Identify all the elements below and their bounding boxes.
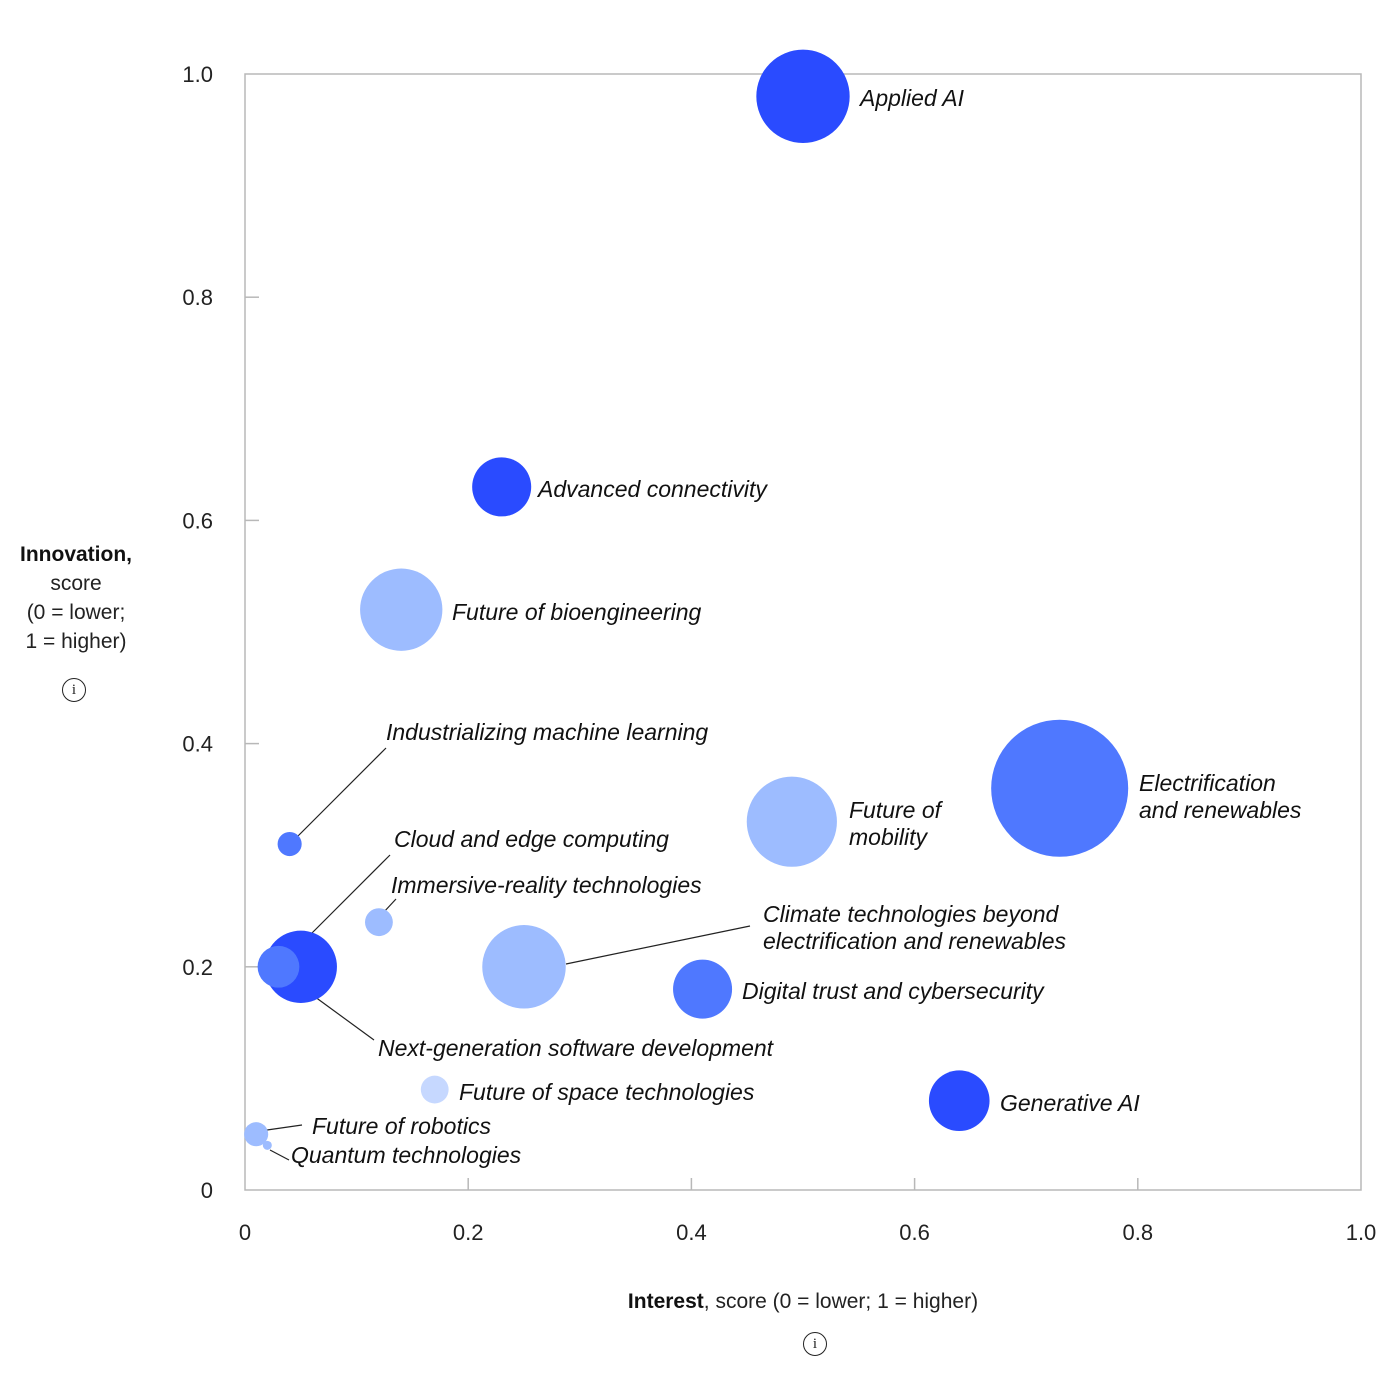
bubble-future-of-mobility[interactable]	[746, 776, 837, 867]
bubble-advanced-connectivity[interactable]	[472, 457, 532, 517]
bubble-labels: Applied AI Advanced connectivity Future of…	[291, 85, 1302, 1168]
bubble-label-line: Climate technologies beyond	[763, 901, 1060, 927]
bubble-label-generative-ai: Generative AI	[1000, 1090, 1140, 1116]
bubble-digital-trust-and-cybersecurity[interactable]	[673, 959, 733, 1019]
x-tick-label: 0.4	[676, 1220, 707, 1245]
leader-line-climate-technologies-beyond-electrification-and-renewables	[565, 925, 751, 965]
axis-ticks: 0 0.2 0.4 0.6 0.8 1.0 0 0.2 0.4 0.6 0.8 1.0	[182, 62, 1376, 1245]
y-axis-info-icon[interactable]: i	[62, 678, 86, 702]
bubble-label-line: Industrializing machine learning	[386, 719, 708, 745]
bubble-label-line: and renewables	[1139, 797, 1302, 823]
bubble-label-line: Future of	[849, 797, 944, 823]
bubble-label-line: Future of bioengineering	[452, 599, 702, 625]
y-tick-label: 0	[201, 1178, 213, 1203]
x-axis-label: Interest, score (0 = lower; 1 = higher)	[245, 1290, 1361, 1314]
bubble-label-line: mobility	[849, 824, 928, 850]
y-axis-label-line-3: 1 = higher)	[25, 630, 127, 653]
bubble-label-future-of-mobility: Future of mobility	[849, 797, 944, 850]
y-axis-label-line-2: (0 = lower;	[26, 601, 126, 624]
bubbles	[244, 49, 1129, 1150]
bubble-electrification-and-renewables[interactable]	[991, 719, 1129, 857]
y-tick-label: 0.4	[182, 732, 213, 757]
bubble-label-line: Generative AI	[1000, 1090, 1140, 1116]
x-axis-label-title: Interest	[627, 1290, 704, 1313]
bubble-future-of-robotics[interactable]	[244, 1122, 269, 1147]
leader-line-industrializing-machine-learning	[294, 747, 387, 840]
bubble-label-line: Applied AI	[858, 85, 965, 111]
bubble-label-industrializing-machine-learning: Industrializing machine learning	[386, 719, 708, 745]
x-tick-label: 0.6	[899, 1220, 930, 1245]
bubble-label-line: Quantum technologies	[291, 1142, 522, 1168]
bubble-next-generation-software-development[interactable]	[257, 945, 300, 988]
bubble-label-line: Electrification	[1139, 770, 1276, 796]
bubble-future-of-bioengineering[interactable]	[360, 568, 443, 651]
bubble-label-cloud-and-edge-computing: Cloud and edge computing	[394, 826, 669, 852]
x-axis-label-rest: , score (0 = lower; 1 = higher)	[703, 1290, 979, 1313]
bubble-label-digital-trust-and-cybersecurity: Digital trust and cybersecurity	[742, 978, 1045, 1004]
bubble-label-next-generation-software-development: Next-generation software development	[378, 1035, 775, 1061]
bubble-label-quantum-technologies: Quantum technologies	[291, 1142, 522, 1168]
bubble-label-line: Immersive-reality technologies	[391, 872, 702, 898]
bubble-label-future-of-space-technologies: Future of space technologies	[459, 1079, 755, 1105]
bubble-label-line: Digital trust and cybersecurity	[742, 978, 1045, 1004]
leader-lines	[266, 747, 751, 1161]
y-tick-label: 0.6	[182, 508, 213, 533]
bubble-quantum-technologies[interactable]	[262, 1140, 272, 1150]
bubble-label-line: electrification and renewables	[763, 928, 1067, 954]
bubble-label-line: Cloud and edge computing	[394, 826, 669, 852]
bubble-future-of-space-technologies[interactable]	[420, 1075, 449, 1104]
leader-line-future-of-robotics	[266, 1124, 303, 1131]
bubble-label-future-of-bioengineering: Future of bioengineering	[452, 599, 702, 625]
y-axis-label: Innovation, score (0 = lower; 1 = higher…	[0, 540, 152, 656]
leader-line-cloud-and-edge-computing	[311, 854, 391, 934]
bubble-climate-technologies-beyond-electrification-and-renewables[interactable]	[482, 925, 566, 1009]
bubble-industrializing-machine-learning[interactable]	[277, 831, 302, 857]
bubble-label-future-of-robotics: Future of robotics	[312, 1113, 491, 1139]
bubble-label-line: Next-generation software development	[378, 1035, 775, 1061]
x-tick-label: 1.0	[1346, 1220, 1377, 1245]
bubble-label-line: Future of space technologies	[459, 1079, 755, 1105]
y-tick-label: 0.2	[182, 955, 213, 980]
x-tick-label: 0.8	[1123, 1220, 1154, 1245]
bubble-label-advanced-connectivity: Advanced connectivity	[536, 476, 768, 502]
y-axis-label-line-1: score	[50, 572, 102, 595]
bubble-label-immersive-reality-technologies: Immersive-reality technologies	[391, 872, 702, 898]
bubble-immersive-reality-technologies[interactable]	[365, 908, 393, 937]
x-tick-label: 0	[239, 1220, 251, 1245]
bubble-generative-ai[interactable]	[928, 1070, 990, 1132]
bubble-applied-ai[interactable]	[756, 49, 850, 143]
y-tick-label: 1.0	[182, 62, 213, 87]
bubble-label-line: Future of robotics	[312, 1113, 491, 1139]
x-axis-info-icon[interactable]: i	[803, 1332, 827, 1356]
bubble-label-climate-technologies-beyond-electrification-and-renewables: Climate technologies beyond electrificati…	[763, 901, 1067, 954]
bubble-label-electrification-and-renewables: Electrification and renewables	[1139, 770, 1302, 823]
bubble-label-applied-ai: Applied AI	[858, 85, 965, 111]
x-tick-label: 0.2	[453, 1220, 484, 1245]
leader-line-quantum-technologies	[269, 1149, 290, 1161]
y-tick-label: 0.8	[182, 285, 213, 310]
y-axis-label-title: Innovation,	[20, 543, 132, 566]
bubble-label-line: Advanced connectivity	[536, 476, 768, 502]
